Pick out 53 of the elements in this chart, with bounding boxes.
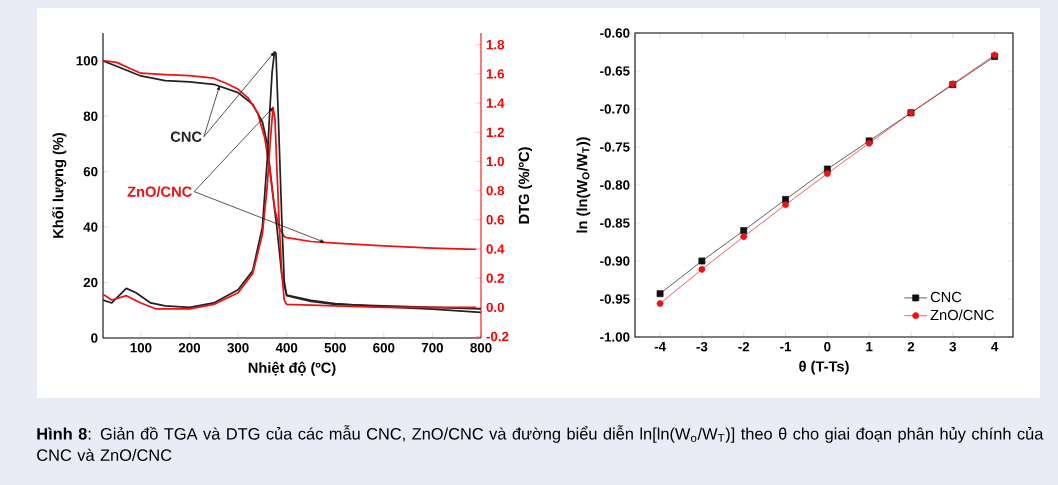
y-tick-label: -0.65 (600, 66, 630, 76)
x-tick-label: 800 (470, 342, 492, 353)
y-tick-label: 60 (83, 166, 98, 177)
y2-tick-label: 0.2 (486, 273, 504, 283)
y-axis-title: ln (ln(W$_{O}$/W$_{T}$)) (576, 137, 591, 233)
x-axis-title: θ (T-Ts) (799, 360, 849, 375)
legend-label: CNC (930, 291, 962, 303)
x-tick-label: -2 (738, 341, 750, 352)
y-tick-label: 100 (76, 56, 98, 66)
x-tick-label: 2 (907, 341, 915, 352)
x-tick-label: -4 (654, 341, 666, 352)
annotation: CNC (170, 131, 202, 142)
x-tick-label: 4 (991, 341, 999, 352)
y2-tick-label: 1.4 (486, 98, 505, 108)
y2-tick-label: 1.0 (486, 156, 504, 167)
y-tick-label: -0.60 (600, 28, 630, 38)
y-tick-label: -0.90 (600, 256, 630, 266)
y-tick-label: 80 (83, 111, 98, 121)
x-tick-label: 300 (227, 342, 249, 353)
x-axis-title: Nhiệt độ (ºC) (248, 361, 336, 376)
x-tick-label: 0 (824, 341, 831, 352)
y2-tick-label: 0.8 (486, 185, 505, 196)
x-tick-label: 700 (421, 342, 443, 353)
y2-tick-label: 0.0 (486, 302, 504, 313)
annotation: ZnO/CNC (127, 186, 192, 198)
y-tick-label: -1.00 (600, 332, 630, 342)
x-tick-label: 100 (130, 342, 152, 353)
y-tick-label: 40 (83, 222, 98, 232)
y2-tick-label: -0.2 (486, 331, 509, 342)
y2-tick-label: 0.6 (486, 215, 505, 225)
x-tick-label: -1 (780, 341, 792, 352)
text: Hình 8: Giản đồ TGA và DTG của các mẫu CNC, ZnO/CNC và đường biểu diễn ln[ln(W$_{o}$/W$_{T}$)] theo θ cho giai đoạn phân hủy chính của CNC và ZnO/CNC (37, 425, 1044, 461)
x-tick-label: -3 (696, 341, 708, 352)
y-tick-label: -0.85 (600, 218, 630, 228)
x-tick-label: 3 (949, 341, 957, 352)
y-axis-title: Khối lượng (%) (51, 132, 67, 238)
y-tick-label: 20 (83, 277, 98, 288)
y2-tick-label: 0.4 (486, 244, 505, 254)
x-tick-label: 500 (324, 342, 346, 353)
legend-label: ZnO/CNC (930, 309, 994, 321)
y2-tick-label: 1.6 (486, 69, 505, 79)
y-tick-label: -0.80 (600, 180, 630, 190)
y2-axis-title: DTG (%/ºC) (518, 147, 533, 224)
y-tick-label: 0 (91, 333, 98, 343)
y2-tick-label: 1.2 (486, 127, 504, 137)
x-tick-label: 1 (866, 341, 873, 352)
y-tick-label: -0.70 (600, 104, 630, 114)
x-tick-label: 600 (373, 342, 395, 353)
x-tick-label: 400 (275, 342, 298, 353)
x-tick-label: 200 (178, 342, 201, 353)
y-tick-label: -0.95 (600, 294, 630, 304)
y-tick-label: -0.75 (600, 142, 630, 152)
y2-tick-label: 1.8 (486, 39, 505, 50)
